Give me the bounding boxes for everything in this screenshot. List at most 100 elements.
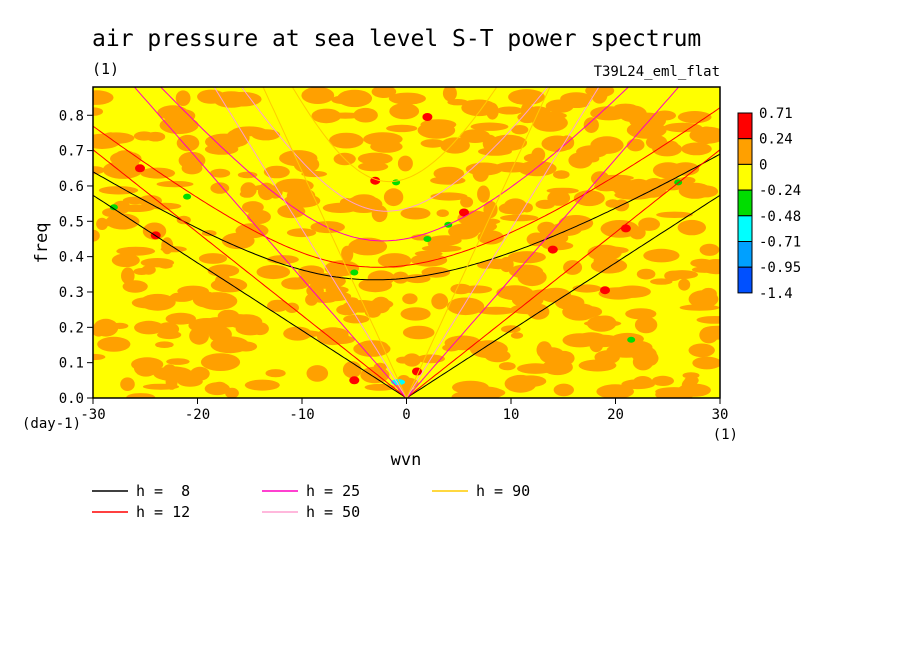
spectrum-cell xyxy=(663,122,703,133)
colorbar-label: -0.71 xyxy=(759,235,801,251)
spectrum-cell xyxy=(442,87,457,102)
spectrum-cell xyxy=(140,167,176,179)
colorbar-label: -0.24 xyxy=(759,183,801,199)
spectrum-cell xyxy=(627,336,636,343)
spectrum-cell xyxy=(97,336,131,352)
y-tick-label: 0.6 xyxy=(59,179,84,195)
spectrum-cell xyxy=(281,277,310,290)
spectrum-cell xyxy=(539,347,565,364)
spectrum-cell xyxy=(178,151,206,170)
spectrum-cell xyxy=(388,92,426,105)
spectrum-cell xyxy=(358,278,393,293)
x-axis-label: wvn xyxy=(391,450,422,470)
spectrum-cell xyxy=(420,139,445,148)
x-axis-units: (1) xyxy=(713,427,738,443)
spectrum-cell xyxy=(383,188,404,207)
x-tick-label: 10 xyxy=(503,407,520,423)
x-axis: -30 -20 -10 0 10 20 30 xyxy=(80,398,728,423)
spectrum-cell xyxy=(596,384,634,398)
spectrum-cell xyxy=(120,377,135,392)
spectrum-cell xyxy=(306,365,329,382)
y-tick-label: 0.3 xyxy=(59,285,84,301)
spectrum-cell xyxy=(217,309,240,323)
spectrum-cell xyxy=(618,105,647,123)
spectrum-cell xyxy=(600,286,610,295)
spectrum-cell xyxy=(427,236,443,250)
spectrum-cell xyxy=(192,291,218,308)
spectrum-cell xyxy=(329,132,364,149)
spectrum-cell xyxy=(470,122,509,131)
spectrum-cell xyxy=(251,129,281,141)
colorbar-swatch xyxy=(737,138,753,165)
spectrum-cell xyxy=(553,383,574,397)
spectrum-cell xyxy=(535,199,555,209)
y-tick-label: 0.7 xyxy=(59,144,84,160)
spectrum-cell xyxy=(678,278,691,291)
spectrum-cell xyxy=(93,107,103,116)
spectrum-cell xyxy=(460,196,474,208)
spectrum-cell xyxy=(126,393,156,398)
spectrum-cell xyxy=(478,147,512,156)
spectrum-cell xyxy=(391,379,406,386)
spectrum-cell xyxy=(682,372,700,379)
spectrum-cell xyxy=(134,320,164,335)
spectrum-cell xyxy=(517,268,547,287)
legend-label: h = 90 xyxy=(476,482,530,500)
spectrum-cell xyxy=(421,266,451,278)
spectrum-cell xyxy=(423,236,432,242)
spectrum-cell xyxy=(204,143,239,155)
curve-ig-h12 xyxy=(93,107,720,268)
spectrum-cell xyxy=(517,363,554,374)
spectrum-cell xyxy=(422,113,433,121)
y-axis-label: freq xyxy=(32,223,52,264)
spectrum-cell xyxy=(175,90,191,106)
spectrum-cell xyxy=(341,245,354,263)
curve-kelvin-h12 xyxy=(93,149,720,398)
spectrum-cell xyxy=(133,359,158,377)
spectrum-cell xyxy=(111,253,140,268)
spectrum-cell xyxy=(572,284,602,293)
spectrum-cell xyxy=(131,297,161,309)
spectrum-cell xyxy=(688,290,719,308)
spectrum-cell xyxy=(677,219,706,236)
spectrum-cell xyxy=(305,293,318,306)
spectrum-cell xyxy=(210,168,231,178)
spectrum-cell xyxy=(447,297,485,316)
spectrum-cell xyxy=(417,121,456,139)
spectrum-cell xyxy=(357,152,393,165)
spectrum-cell xyxy=(620,224,631,233)
spectrum-cell xyxy=(461,99,497,117)
spectrum-cell xyxy=(93,90,114,105)
spectrum-cell xyxy=(121,267,135,285)
spectrum-cell xyxy=(159,116,199,135)
x-tick-label: 20 xyxy=(607,407,624,423)
spectrum-cell xyxy=(364,306,381,318)
curve-ig-h8 xyxy=(93,153,720,281)
spectrum-cell xyxy=(311,108,342,124)
colorbar-label: -0.48 xyxy=(759,209,801,225)
colorbar-label: 0.71 xyxy=(759,106,793,122)
spectrum-cell xyxy=(225,387,239,398)
spectrum-cell xyxy=(558,215,594,232)
spectrum-cell xyxy=(605,199,621,208)
spectrum-cell xyxy=(626,138,645,152)
spectrum-cell xyxy=(651,375,675,386)
spectrum-cell xyxy=(93,166,105,175)
spectrum-cell xyxy=(237,171,258,179)
spectrum-cell xyxy=(629,226,646,240)
spectrum-cell xyxy=(507,251,546,264)
spectrum-cell xyxy=(586,155,600,163)
spectrum-cell xyxy=(504,374,537,393)
spectrum-cell xyxy=(283,326,312,341)
spectrum-cell xyxy=(430,176,466,185)
spectrum-cell xyxy=(431,293,449,310)
spectrum-cell xyxy=(459,208,469,217)
spectrum-cell xyxy=(681,377,698,395)
spectrum-cell xyxy=(645,135,668,150)
spectrum-cell xyxy=(640,218,657,230)
spectrum-cell xyxy=(389,103,420,120)
curve-ig-h25 xyxy=(159,87,630,242)
spectrum-cell xyxy=(403,353,421,367)
spectrum-cell xyxy=(562,303,597,321)
